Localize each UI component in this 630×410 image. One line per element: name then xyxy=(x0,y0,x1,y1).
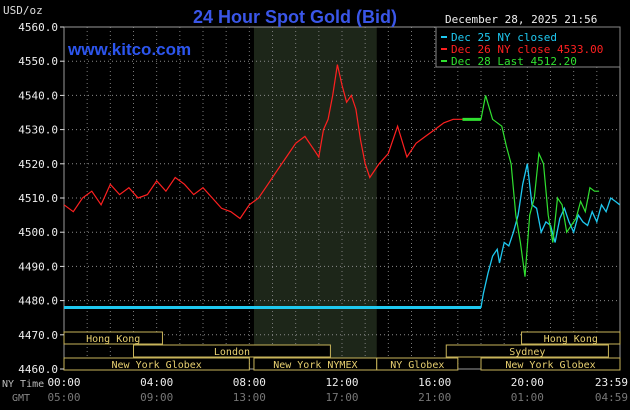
y-tick-label: 4460.0 xyxy=(18,363,58,376)
session-label: Sydney xyxy=(509,347,545,358)
session-bar xyxy=(133,344,331,358)
y-tick-label: 4550.0 xyxy=(18,55,58,68)
session-bar xyxy=(376,357,459,371)
session-label: Hong Kong xyxy=(86,334,140,345)
x-tick-label-ny: 23:59 xyxy=(595,376,628,389)
x-tick-label-ny: 20:00 xyxy=(511,376,544,389)
price-series xyxy=(63,64,621,309)
y-tick-label: 4500.0 xyxy=(18,226,58,239)
y-tick-label: 4490.0 xyxy=(18,260,58,273)
session-bar xyxy=(445,344,609,358)
session-bar xyxy=(63,357,250,371)
session-label: New York Globex xyxy=(112,360,202,371)
series-line xyxy=(64,163,621,309)
kitco-watermark: www.kitco.com xyxy=(67,40,191,59)
y-axis: 4560.0 4550.0 4540.0 4530.0 4520.0 4510.0 4500… xyxy=(18,21,64,376)
x-tick-label-ny: 04:00 xyxy=(140,376,173,389)
session-label: London xyxy=(214,347,250,358)
y-tick-label: 4540.0 xyxy=(18,89,58,102)
x-tick-label-gmt: 21:00 xyxy=(418,391,451,404)
chart-title: 24 Hour Spot Gold (Bid) xyxy=(193,7,397,27)
y-tick-label: 4520.0 xyxy=(18,158,58,171)
x-tick-label-ny: 12:00 xyxy=(325,376,358,389)
session-label: NY Globex xyxy=(390,360,444,371)
x-tick-label-gmt: 09:00 xyxy=(140,391,173,404)
y-tick-label: 4560.0 xyxy=(18,21,58,34)
y-tick-label: 4510.0 xyxy=(18,192,58,205)
y-tick-label: 4530.0 xyxy=(18,124,58,137)
x-tick-label-ny: 16:00 xyxy=(418,376,451,389)
chart-timestamp: December 28, 2025 21:56 xyxy=(445,13,597,26)
session-label: New York NYMEX xyxy=(273,360,357,371)
session-bars: Hong Kong London New York Globex New York N… xyxy=(63,331,621,371)
legend-box xyxy=(435,26,621,68)
legend-entry: Dec 28 Last 4512.20 xyxy=(451,55,577,68)
x-tick-label-gmt: 17:00 xyxy=(325,391,358,404)
series-line xyxy=(63,64,481,220)
y-axis-unit-label: USD/oz xyxy=(3,4,43,17)
x-tick-label-gmt: 13:00 xyxy=(233,391,266,404)
legend-entry: Dec 26 NY close 4533.00 xyxy=(451,43,603,56)
x-row-label-gmt: GMT xyxy=(12,393,30,404)
y-tick-label: 4480.0 xyxy=(18,295,58,308)
session-label: Hong Kong xyxy=(544,334,598,345)
session-bar xyxy=(480,357,621,371)
grid-lines xyxy=(63,26,621,370)
x-row-label-ny: NY Time xyxy=(2,379,44,390)
x-tick-label-ny: 08:00 xyxy=(233,376,266,389)
session-bar xyxy=(63,331,163,345)
session-bar xyxy=(521,331,621,345)
x-tick-label-gmt: 01:00 xyxy=(511,391,544,404)
y-tick-label: 4470.0 xyxy=(18,329,58,342)
session-label: New York Globex xyxy=(505,360,595,371)
x-tick-label-ny: 00:00 xyxy=(47,376,80,389)
legend-entry: Dec 25 NY closed xyxy=(451,31,557,44)
x-axis: 00:00 05:00 04:00 09:00 08:00 13:00 12:00 17:00… xyxy=(2,376,628,404)
x-tick-label-gmt: 05:00 xyxy=(47,391,80,404)
x-tick-label-gmt: 04:59 xyxy=(595,391,628,404)
series-line xyxy=(480,95,600,277)
